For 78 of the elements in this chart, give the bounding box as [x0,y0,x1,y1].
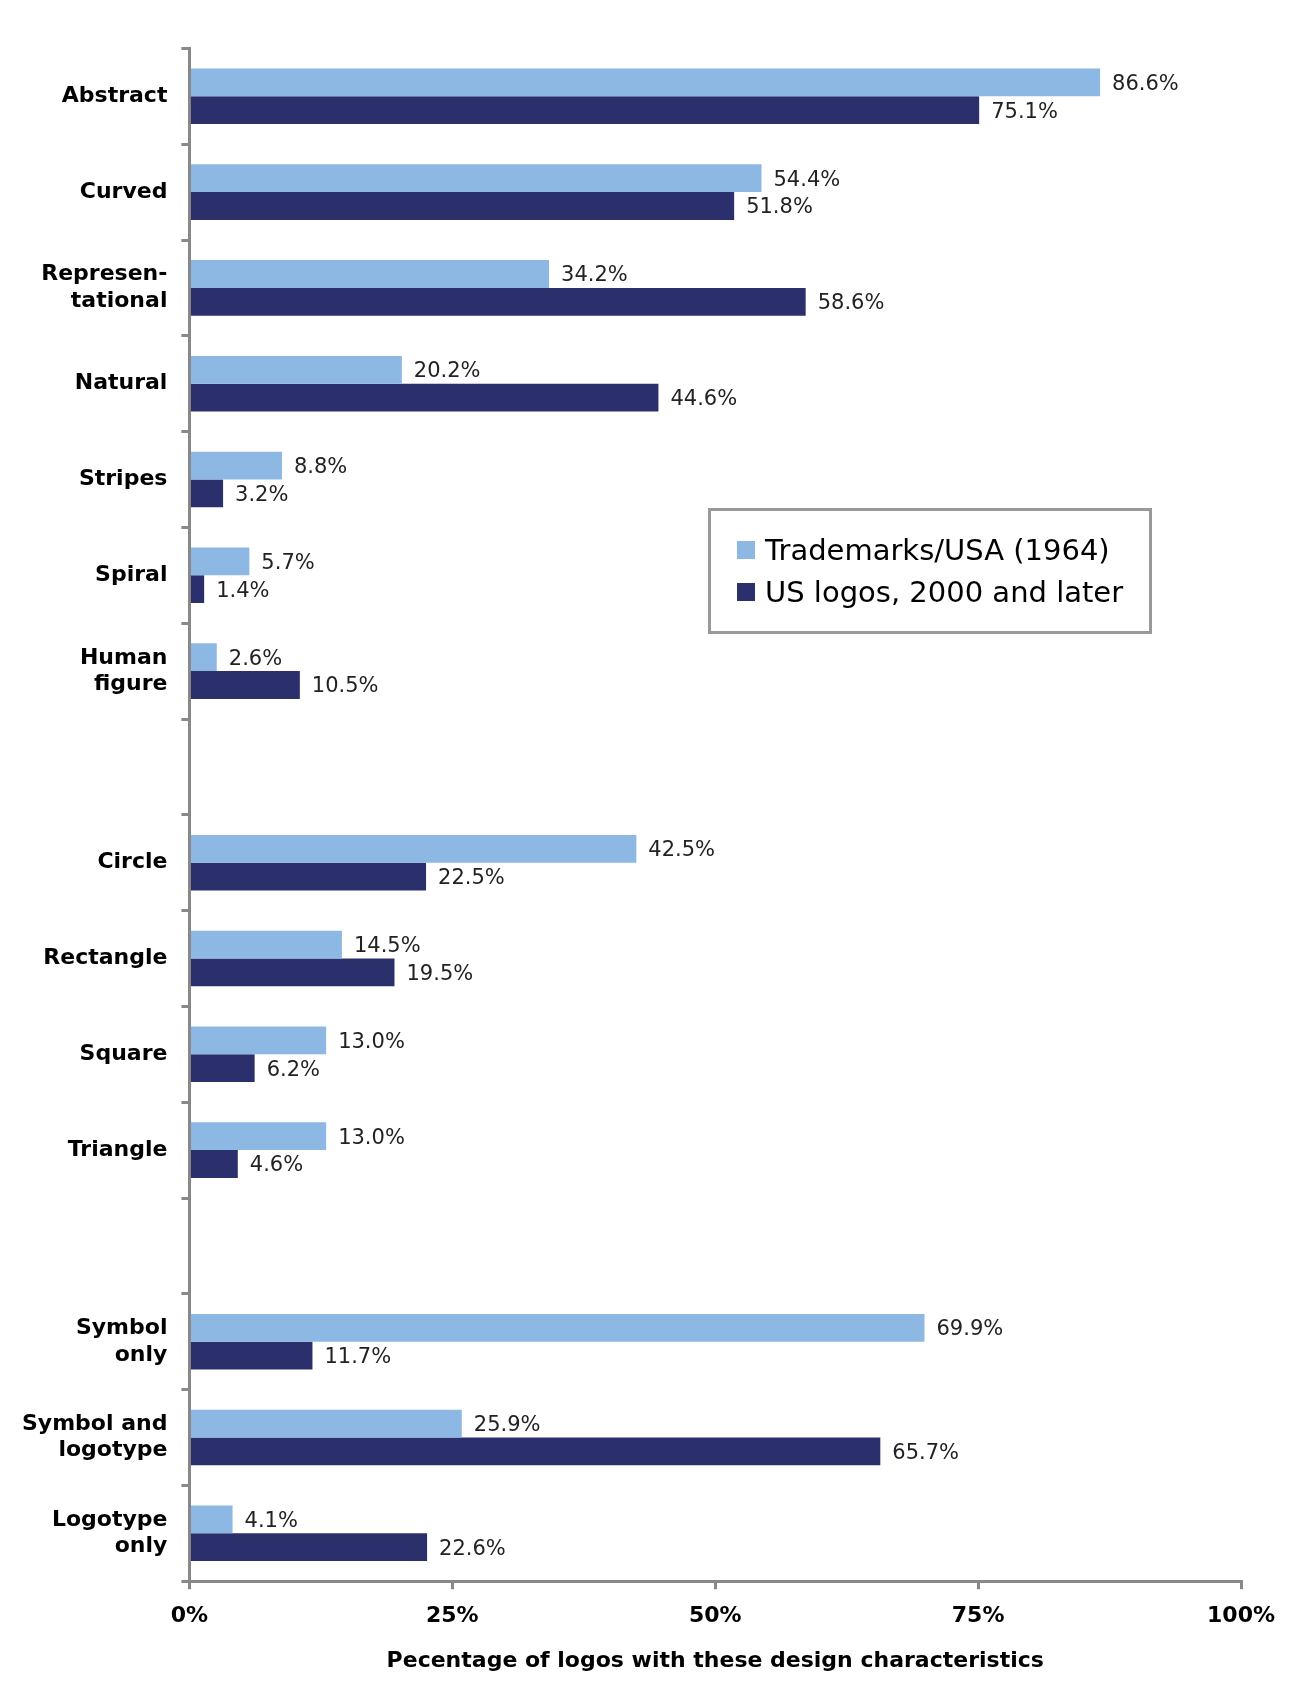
bar [190,355,402,384]
bar [190,260,550,288]
bar [190,1054,255,1083]
data-label: 58.6% [817,290,885,315]
bar [190,930,342,959]
data-label: 54.4% [773,166,841,191]
data-label: 22.5% [438,865,505,890]
y-tick-label: Triangle [67,1135,168,1161]
data-label: 11.7% [324,1344,392,1369]
bar [190,1409,462,1438]
data-label: 69.9% [936,1316,1004,1341]
data-label: 2.6% [228,645,283,670]
data-label: 65.7% [892,1439,960,1464]
data-label: 44.6% [670,386,738,411]
bar [190,643,217,672]
data-label: 4.6% [249,1152,304,1177]
data-label: 3.2% [235,481,289,506]
data-label: 86.6% [1112,70,1179,95]
bar [190,1122,327,1151]
bar [190,287,806,316]
data-label: 19.5% [406,960,474,985]
bar [190,1533,428,1562]
y-tick-label: Human figure [79,643,168,696]
data-label: 25.9% [473,1412,541,1437]
y-tick-label: Represen- tational [41,260,168,312]
bar [190,834,637,863]
y-tick-label: Circle [97,848,168,874]
bar [190,547,250,576]
data-label: 10.5% [311,673,379,698]
data-label: 34.2% [561,262,628,287]
bar [190,383,659,412]
bar [190,862,427,891]
y-tick-label: Stripes [78,465,168,491]
x-tick-label: 100% [1207,1602,1275,1628]
x-tick-label: 50% [688,1602,742,1628]
data-label: 14.5% [353,933,421,958]
bar [190,1313,925,1342]
x-tick-label: 25% [425,1602,479,1628]
y-tick-label: Symbol and logotype [21,1410,168,1462]
bar [190,451,282,480]
x-tick-label: 0% [170,1602,209,1628]
bar [190,1505,233,1534]
bar [190,1341,313,1370]
data-label: 5.7% [261,549,315,574]
y-tick-label: Square [79,1040,168,1066]
data-label: 75.1% [991,98,1058,123]
data-label: 13.0% [338,1124,405,1149]
data-label: 42.5% [648,837,716,862]
data-label: 1.4% [216,577,270,602]
data-label: 22.6% [439,1535,506,1560]
bar [190,192,735,220]
y-tick-label: Symbol only [75,1314,168,1366]
bar [190,479,224,508]
bar [190,1150,238,1178]
y-tick-label: Logotype only [51,1505,168,1558]
data-label: 13.0% [338,1028,405,1053]
data-label: 20.2% [413,358,481,383]
bar [190,1437,881,1466]
data-label: 6.2% [266,1056,320,1081]
legend-label: Trademarks/USA (1964) [765,533,1110,567]
bar [190,958,395,987]
bar [190,164,762,193]
bar [190,575,205,604]
x-axis-title: Pecentage of logos with these design characteristics [386,1646,1044,1672]
legend-label: US logos, 2000 and later [765,575,1124,609]
data-label: 8.8% [293,454,348,479]
y-tick-label: Rectangle [43,944,168,970]
bar [190,1026,327,1055]
x-tick-label: 75% [951,1602,1005,1628]
y-tick-label: Curved [79,177,168,203]
bar [190,96,980,125]
y-tick-label: Natural [74,369,168,395]
data-label: 51.8% [746,194,813,219]
data-label: 4.1% [244,1507,298,1532]
bar [190,68,1101,97]
y-tick-label: Abstract [61,82,168,108]
y-tick-label: Spiral [95,561,168,587]
bar [190,671,300,699]
